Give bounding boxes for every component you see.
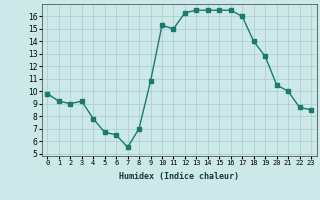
X-axis label: Humidex (Indice chaleur): Humidex (Indice chaleur)	[119, 172, 239, 181]
